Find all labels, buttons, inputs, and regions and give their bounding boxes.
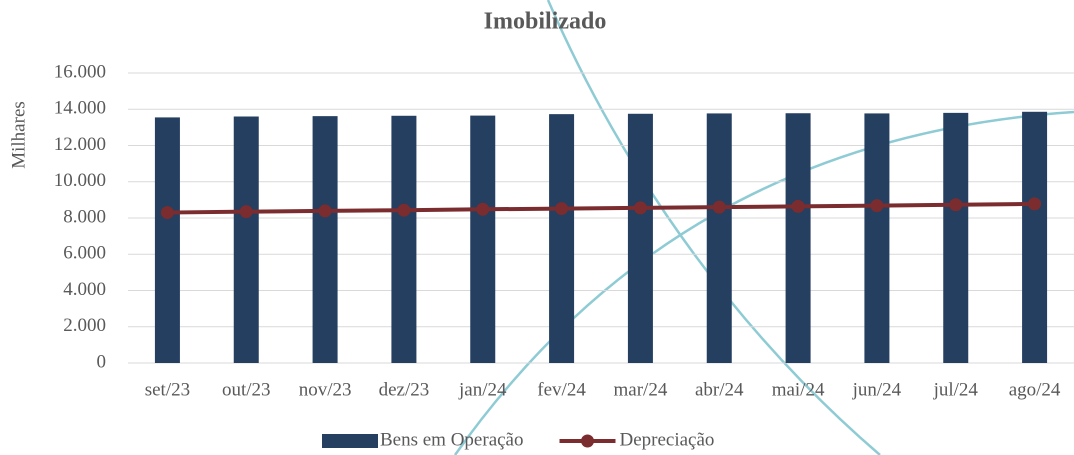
marker: [791, 199, 805, 213]
x-tick-label: ago/24: [1009, 379, 1061, 400]
bar: [943, 112, 969, 363]
legend-swatch: [322, 434, 378, 448]
marker: [870, 199, 884, 213]
bar: [312, 116, 338, 363]
x-tick-label: fev/24: [537, 379, 586, 400]
bar: [706, 113, 732, 363]
y-tick-label: 0: [97, 351, 107, 372]
bar: [1022, 111, 1048, 363]
chart-title: Imobilizado: [484, 9, 607, 35]
x-tick-label: nov/23: [299, 379, 352, 400]
legend-swatch: [581, 434, 594, 448]
marker: [397, 203, 411, 217]
bar: [391, 115, 417, 364]
x-tick-label: jul/24: [933, 379, 979, 400]
marker: [949, 198, 963, 212]
x-tick-label: mai/24: [772, 379, 825, 400]
bar: [627, 113, 653, 363]
x-tick-label: out/23: [222, 379, 271, 400]
marker: [555, 202, 569, 216]
bar: [864, 113, 890, 363]
marker: [476, 202, 490, 216]
legend-label: Depreciação: [620, 429, 715, 450]
x-tick-label: dez/23: [379, 379, 430, 400]
marker: [160, 206, 174, 220]
y-axis-label: Milhares: [8, 101, 29, 169]
y-tick-label: 10.000: [54, 170, 106, 191]
y-tick-label: 2.000: [63, 315, 106, 336]
x-tick-label: jun/24: [852, 379, 902, 400]
decor-curve: [546, 0, 881, 455]
x-tick-label: jan/24: [458, 379, 507, 400]
y-tick-label: 16.000: [54, 61, 106, 82]
marker: [1028, 197, 1042, 211]
y-tick-label: 14.000: [54, 98, 106, 119]
marker: [633, 201, 647, 215]
bar: [154, 117, 180, 363]
bar: [470, 115, 496, 363]
y-tick-label: 8.000: [63, 206, 106, 227]
x-tick-label: mar/24: [614, 379, 668, 400]
y-tick-label: 4.000: [63, 279, 106, 300]
bar: [233, 116, 259, 363]
x-tick-label: abr/24: [695, 379, 744, 400]
bar: [549, 114, 575, 363]
line: [167, 201, 1035, 215]
legend-label: Bens em Operação: [380, 429, 524, 450]
y-tick-label: 12.000: [54, 134, 106, 155]
y-tick-label: 6.000: [63, 243, 106, 264]
bar: [785, 113, 811, 363]
marker: [239, 205, 253, 219]
x-tick-label: set/23: [145, 379, 190, 400]
marker: [318, 204, 332, 218]
decor-curve: [453, 110, 1074, 455]
marker: [712, 200, 726, 214]
